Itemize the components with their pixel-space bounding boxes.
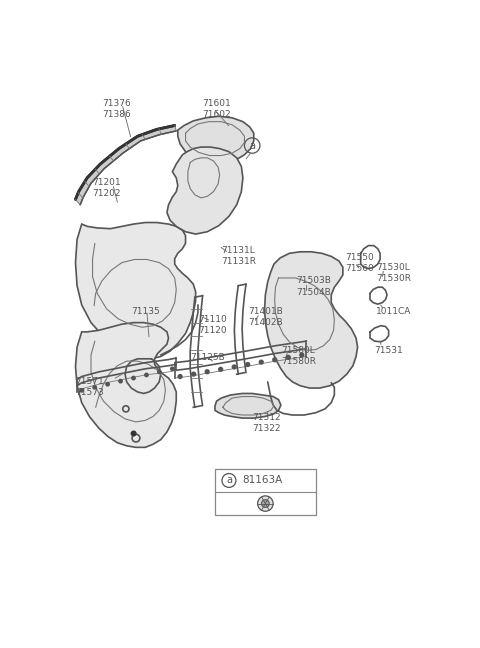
Circle shape — [93, 386, 96, 389]
Text: 71125B: 71125B — [190, 353, 225, 362]
Text: 71201
71202: 71201 71202 — [93, 178, 121, 198]
Text: 71571
71573: 71571 71573 — [75, 376, 104, 397]
Polygon shape — [87, 164, 104, 183]
Polygon shape — [178, 116, 254, 164]
Circle shape — [106, 382, 109, 386]
Polygon shape — [157, 126, 176, 135]
Text: a: a — [226, 476, 232, 485]
Text: 71530L
71530R: 71530L 71530R — [376, 262, 411, 283]
Circle shape — [300, 353, 304, 357]
Circle shape — [192, 372, 195, 376]
Text: 71131L
71131R: 71131L 71131R — [221, 246, 256, 266]
Polygon shape — [215, 393, 281, 418]
Polygon shape — [167, 147, 243, 234]
Text: a: a — [249, 141, 255, 150]
Text: 71601
71602: 71601 71602 — [202, 99, 230, 119]
Circle shape — [132, 431, 136, 436]
Text: 71110
71120: 71110 71120 — [198, 315, 227, 335]
Polygon shape — [264, 252, 358, 388]
Polygon shape — [75, 222, 196, 359]
Text: 71312
71322: 71312 71322 — [252, 413, 281, 433]
Polygon shape — [100, 148, 123, 168]
Circle shape — [171, 367, 174, 371]
Circle shape — [205, 370, 209, 374]
Polygon shape — [75, 192, 83, 205]
Text: 1011CA: 1011CA — [376, 307, 411, 316]
Circle shape — [273, 358, 276, 362]
Circle shape — [119, 380, 122, 383]
Circle shape — [246, 363, 250, 367]
Polygon shape — [137, 130, 159, 141]
Text: 71503B
71504B: 71503B 71504B — [296, 277, 331, 297]
Circle shape — [259, 360, 263, 364]
Circle shape — [80, 389, 84, 392]
Bar — [215, 469, 316, 515]
Circle shape — [132, 376, 135, 380]
Polygon shape — [119, 136, 141, 153]
Polygon shape — [75, 323, 176, 447]
Circle shape — [219, 367, 223, 371]
Text: 71531: 71531 — [374, 346, 403, 354]
Circle shape — [258, 496, 273, 511]
Text: 81163A: 81163A — [242, 476, 282, 485]
Circle shape — [145, 373, 148, 376]
Text: 71135: 71135 — [132, 307, 160, 316]
Text: 71401B
71402B: 71401B 71402B — [248, 307, 283, 327]
Text: 71376
71386: 71376 71386 — [103, 99, 132, 119]
Text: 71580L
71580R: 71580L 71580R — [281, 346, 316, 366]
Polygon shape — [79, 178, 91, 197]
Circle shape — [232, 365, 236, 369]
Text: 71550
71560: 71550 71560 — [345, 253, 374, 273]
Circle shape — [262, 500, 269, 507]
Circle shape — [158, 370, 161, 374]
Circle shape — [178, 375, 182, 378]
Circle shape — [287, 356, 290, 359]
